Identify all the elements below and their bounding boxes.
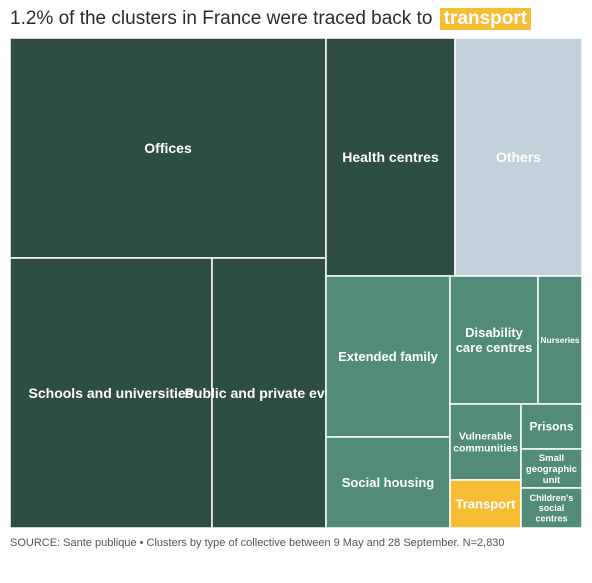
chart-title: 1.2% of the clusters in France were trac… [10, 6, 532, 32]
tile-public-and-private-events: Public and private events [185, 257, 354, 528]
tile-label-public-and-private-events: Public and private events [185, 385, 354, 401]
tile-rect-disability-care-centres [449, 275, 539, 405]
tile-others: Others [454, 38, 582, 277]
tile-social-housing: Social housing [325, 436, 451, 528]
tile-label-offices: Offices [144, 140, 192, 156]
tile-label-social-housing: Social housing [342, 475, 435, 490]
chart-title-text: 1.2% of the clusters in France were trac… [10, 8, 433, 29]
tile-prisons: Prisons [520, 403, 582, 450]
tile-transport: Transport [449, 479, 522, 528]
tile-vulnerable-communities: Vulnerable communities [449, 403, 522, 481]
tile-schools-and-universities: Schools and universities [10, 257, 213, 528]
tile-rect-offices [10, 38, 327, 259]
tile-offices: Offices [10, 38, 327, 259]
tile-rect-public-and-private-events [211, 257, 327, 528]
tile-extended-family: Extended family [325, 275, 451, 438]
tile-rect-social-housing [325, 436, 451, 528]
tile-label-health-centres: Health centres [342, 149, 439, 165]
tile-label-children-s-social-centres: Children's social centres [530, 493, 574, 524]
tile-label-small-geographic-unit: Small geographic unit [526, 453, 577, 486]
tile-rect-children-s-social-centres [520, 487, 582, 528]
tile-rect-others [454, 38, 582, 277]
tile-label-schools-and-universities: Schools and universities [29, 385, 194, 401]
tile-disability-care-centres: Disability care centres [449, 275, 539, 405]
tile-nurseries: Nurseries [537, 275, 582, 405]
tile-rect-health-centres [325, 38, 456, 277]
tile-label-extended-family: Extended family [338, 349, 438, 364]
tile-label-nurseries: Nurseries [540, 335, 579, 345]
tile-rect-nurseries [537, 275, 582, 405]
tile-label-vulnerable-communities: Vulnerable communities [453, 431, 518, 455]
tile-label-disability-care-centres: Disability care centres [456, 325, 533, 355]
tile-label-others: Others [496, 149, 541, 165]
tile-small-geographic-unit: Small geographic unit [520, 448, 582, 489]
tile-health-centres: Health centres [325, 38, 456, 277]
tile-label-transport: Transport [456, 497, 517, 512]
tile-rect-extended-family [325, 275, 451, 438]
tile-label-prisons: Prisons [529, 420, 573, 434]
tile-children-s-social-centres: Children's social centres [520, 487, 582, 528]
source-note: SOURCE: Sante publique • Clusters by typ… [10, 537, 505, 549]
tile-rect-schools-and-universities [10, 257, 213, 528]
chart-title-highlight: transport [439, 8, 532, 30]
